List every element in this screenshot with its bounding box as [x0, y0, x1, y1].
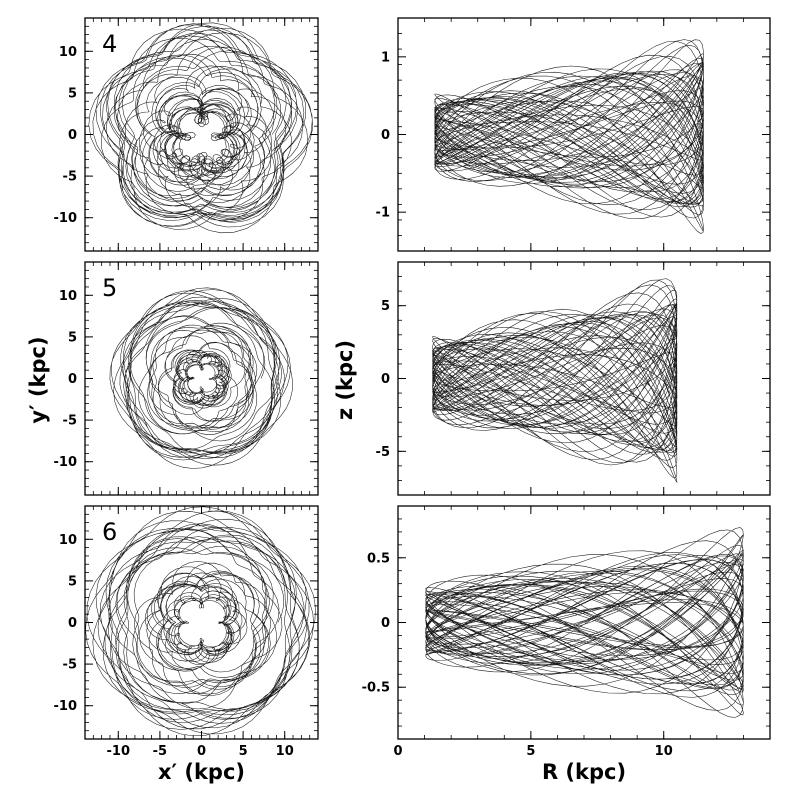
y-tick-label: 10 [59, 289, 77, 304]
left-y-axis-label: y′ (kpc) [26, 336, 50, 423]
x-tick-label: 5 [526, 744, 535, 759]
orbit-trajectory [424, 527, 744, 718]
y-tick-label: 0 [381, 616, 390, 631]
y-tick-label: 0 [381, 128, 390, 143]
x-tick-label: 0 [393, 744, 402, 759]
x-tick-label: 0 [197, 744, 206, 759]
y-tick-label: 5 [68, 330, 77, 345]
right-y-axis-label: z (kpc) [333, 340, 357, 420]
y-tick-label: -0.5 [362, 681, 390, 696]
y-tick-label: 0 [381, 372, 390, 387]
panel-4: -5 0 5 [376, 261, 771, 496]
y-tick-label: -1 [376, 206, 390, 221]
y-tick-label: -5 [63, 170, 77, 185]
panel-6: 0 5 10 -0.5 0 0.5 R (kpc) [362, 505, 771, 784]
panel-number-label: 5 [102, 274, 117, 302]
plot-frame [397, 17, 771, 252]
panel-number-label: 4 [102, 30, 117, 58]
panel-3: -10 -5 0 5 10 5 [54, 261, 319, 496]
y-tick-label: 1 [381, 50, 390, 65]
panel-number-label: 6 [102, 518, 117, 546]
panel-2: -1 0 1 [376, 17, 771, 252]
orbit-trajectory [85, 506, 316, 737]
y-tick-label: 5 [68, 86, 77, 101]
y-tick-label: -5 [63, 414, 77, 429]
x-tick-label: 10 [655, 744, 673, 759]
panel-1: -10 -5 0 5 10 4 [54, 17, 319, 252]
y-tick-label: 0.5 [367, 551, 390, 566]
y-tick-label: 10 [59, 533, 77, 548]
x-tick-label: -5 [153, 744, 167, 759]
y-tick-label: 0 [68, 128, 77, 143]
y-tick-label: -5 [63, 658, 77, 673]
y-tick-label: -10 [54, 211, 78, 226]
y-tick-label: -5 [376, 445, 390, 460]
orbit-trajectory [433, 39, 704, 234]
y-tick-label: -10 [54, 699, 78, 714]
y-tick-label: 10 [59, 45, 77, 60]
panel-5: -10 -5 0 5 10 -10 -5 0 5 10 6 x′ (kpc) [54, 505, 319, 784]
y-tick-label: 0 [68, 372, 77, 387]
orbit-trajectory [88, 22, 313, 234]
y-tick-label: -10 [54, 455, 78, 470]
x-axis-label: x′ (kpc) [158, 760, 245, 784]
orbit-trajectory [109, 287, 293, 469]
x-axis-label: R (kpc) [542, 760, 626, 784]
y-tick-label: 0 [68, 616, 77, 631]
x-tick-label: -10 [107, 744, 131, 759]
x-tick-label: 10 [276, 744, 294, 759]
y-tick-label: 5 [68, 574, 77, 589]
y-tick-label: 5 [381, 299, 390, 314]
x-tick-label: 5 [239, 744, 248, 759]
orbit-trajectory [431, 278, 678, 483]
